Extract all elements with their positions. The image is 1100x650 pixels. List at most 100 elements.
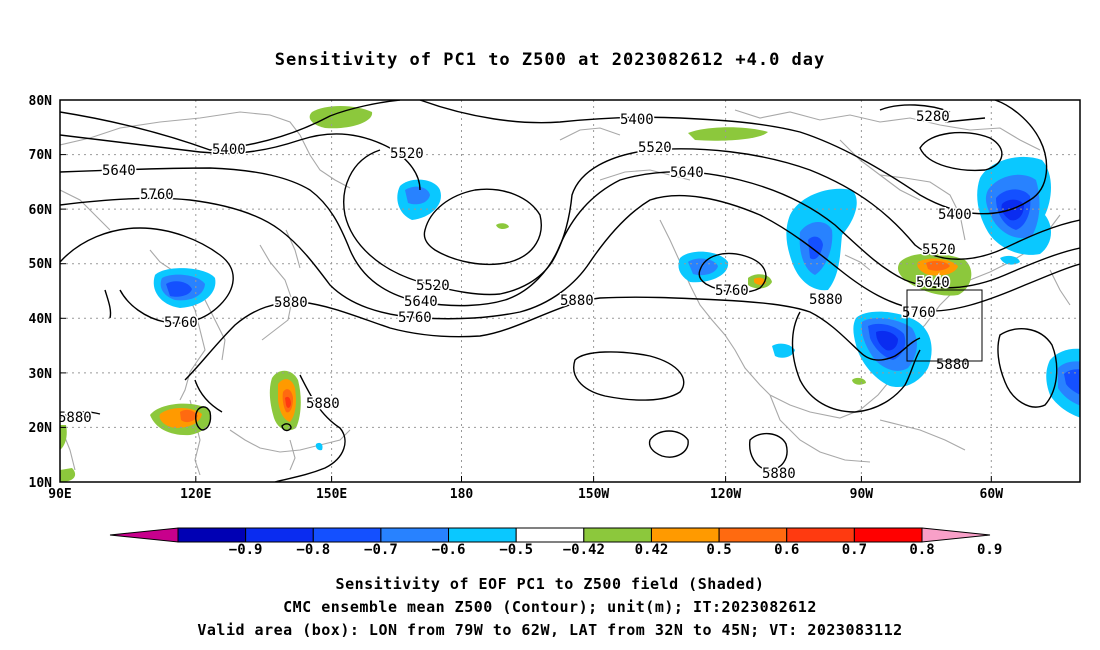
- contour-line: [944, 117, 986, 123]
- shade-region: [688, 127, 768, 141]
- colorbar-box: [177, 527, 247, 543]
- sensitivity-shading: [60, 106, 1080, 482]
- z500-contours: [60, 100, 1080, 482]
- contour-label: 5520: [638, 140, 672, 156]
- lat-label: 50N: [29, 257, 53, 272]
- contour-label: 5520: [922, 242, 956, 258]
- shade-region: [876, 330, 898, 351]
- lat-label: 80N: [29, 94, 53, 109]
- lon-label: 60W: [980, 487, 1004, 502]
- colorbar-tick-label: 0.8: [909, 542, 935, 558]
- contour-label: 5760: [164, 315, 198, 331]
- contour-label: 5640: [102, 163, 136, 179]
- colorbar-tick-label: 0.5: [706, 542, 732, 558]
- lon-label: 150W: [578, 487, 609, 502]
- contour-label: 5880: [560, 293, 594, 309]
- lon-label: 120W: [710, 487, 741, 502]
- contour-line: [919, 131, 1003, 172]
- contour-label: 5880: [274, 295, 308, 311]
- contour-line: [879, 104, 951, 113]
- lat-label: 40N: [29, 312, 53, 327]
- contour-label: 5880: [809, 292, 843, 308]
- valid-area-box: [906, 289, 983, 362]
- contour-line: [60, 227, 234, 324]
- contour-label: 5760: [715, 283, 749, 299]
- shade-region: [60, 468, 76, 482]
- colorbar-tick-label: −0.42: [562, 542, 605, 558]
- shade-region: [285, 396, 291, 408]
- colorbar-box: [786, 527, 855, 543]
- contour-label: 5640: [670, 165, 704, 181]
- caption-line-3: Valid area (box): LON from 79W to 62W, L…: [197, 621, 903, 639]
- contour-line: [274, 374, 346, 482]
- contour-line: [60, 411, 101, 419]
- contour-label: 5520: [390, 146, 424, 162]
- contour-line: [104, 289, 112, 319]
- contour-line: [573, 351, 685, 401]
- lat-labels: 80N 70N 60N 50N 40N 30N 20N 10N: [29, 94, 53, 491]
- contour-line: [195, 406, 212, 431]
- map-title: Sensitivity of PC1 to Z500 at 2023082612…: [274, 50, 826, 70]
- lat-label: 20N: [29, 421, 53, 436]
- lon-label: 90E: [48, 487, 71, 502]
- colorbar-tick-label: −0.7: [364, 542, 398, 558]
- contour-label: 5880: [936, 357, 970, 373]
- lon-labels: 90E 120E 150E 180 150W 120W 90W 60W: [48, 487, 1003, 502]
- lon-label: 150E: [316, 487, 347, 502]
- contour-label: 5640: [916, 275, 950, 291]
- shade-region: [1000, 255, 1020, 265]
- axis-ticks: [60, 99, 992, 482]
- shade-region: [754, 277, 766, 285]
- colorbar-tick-label: 0.42: [634, 542, 669, 558]
- shade-region: [852, 377, 866, 385]
- shade-region: [1064, 369, 1080, 395]
- colorbar-tick-label: 0.7: [841, 542, 868, 558]
- contour-label: 5760: [140, 187, 174, 203]
- contour-line: [791, 311, 921, 413]
- shade-region: [180, 409, 198, 423]
- contour-label: 5880: [762, 466, 796, 482]
- contour-line: [184, 296, 921, 381]
- colorbar-box: [650, 527, 720, 543]
- lat-label: 10N: [29, 476, 53, 491]
- contour-label: 5400: [938, 207, 972, 223]
- contour-line: [281, 423, 292, 432]
- contour-label: 5760: [398, 310, 432, 326]
- shade-region: [496, 223, 509, 230]
- contour-line: [194, 379, 223, 413]
- caption-line-1: Sensitivity of EOF PC1 to Z500 field (Sh…: [335, 575, 765, 593]
- colorbar-box: [515, 527, 585, 543]
- caption-line-2: CMC ensemble mean Z500 (Contour); unit(m…: [283, 598, 817, 616]
- contour-line: [60, 194, 1080, 320]
- lat-label: 70N: [29, 148, 53, 163]
- colorbar-tick-label: −0.5: [499, 542, 534, 558]
- colorbar-box: [245, 527, 314, 543]
- contour-line: [423, 188, 542, 265]
- colorbar-tick-label: 0.9: [976, 542, 1003, 558]
- contour-line: [698, 252, 767, 294]
- colorbar-tick-label: 0.6: [774, 542, 800, 558]
- colorbar-box: [380, 527, 450, 543]
- contour-line: [343, 148, 1080, 296]
- shade-region: [772, 343, 795, 358]
- contour-line: [749, 433, 788, 471]
- shade-region: [60, 425, 67, 450]
- contour-label: 5880: [306, 396, 340, 412]
- colorbar-box: [718, 527, 788, 543]
- shade-region: [405, 186, 430, 205]
- lat-label: 60N: [29, 203, 53, 218]
- contour-label: 5760: [902, 305, 936, 321]
- lat-label: 30N: [29, 367, 53, 382]
- contour-label: 5400: [212, 142, 246, 158]
- contour-line: [60, 133, 421, 191]
- contour-line: [60, 100, 401, 151]
- lon-label: 180: [450, 487, 474, 502]
- colorbar-low-arrow: [109, 527, 179, 543]
- shade-region: [688, 258, 718, 276]
- contour-label: 5400: [620, 112, 654, 128]
- contour-label: 5640: [404, 294, 438, 310]
- contour-label: 5880: [58, 410, 92, 426]
- colorbar-box: [853, 527, 923, 543]
- contour-line: [648, 430, 689, 458]
